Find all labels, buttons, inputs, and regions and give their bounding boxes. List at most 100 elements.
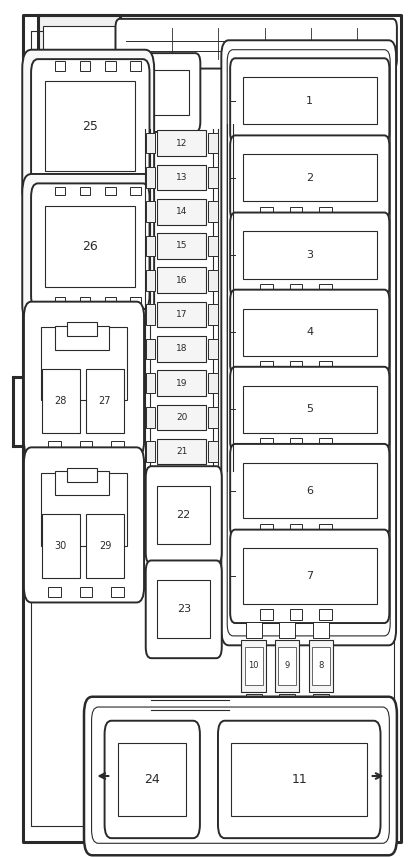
Bar [309, 640, 333, 692]
Bar [208, 339, 218, 359]
Bar [130, 61, 141, 71]
Bar [146, 201, 155, 222]
Bar [146, 133, 155, 153]
FancyBboxPatch shape [230, 213, 389, 297]
Bar [130, 187, 141, 195]
Text: 12: 12 [176, 139, 187, 147]
Bar [260, 207, 273, 217]
Text: 14: 14 [176, 207, 187, 216]
Bar [146, 407, 155, 428]
Bar [158, 233, 206, 259]
Bar [146, 236, 155, 256]
Bar [146, 373, 155, 393]
Bar [208, 407, 218, 428]
Bar [208, 441, 218, 462]
Bar [290, 284, 302, 294]
Bar [105, 187, 116, 195]
Bar [319, 438, 332, 448]
Bar [86, 369, 124, 433]
FancyBboxPatch shape [218, 721, 381, 838]
Text: 9: 9 [285, 662, 290, 670]
FancyBboxPatch shape [146, 560, 222, 658]
Bar [208, 270, 218, 291]
Bar [243, 154, 377, 201]
Text: 29: 29 [99, 542, 111, 551]
Bar [245, 647, 262, 685]
Bar [260, 438, 273, 448]
Bar [146, 304, 155, 325]
Bar [158, 199, 206, 225]
Bar [55, 61, 65, 71]
Text: 23: 23 [177, 604, 191, 614]
FancyBboxPatch shape [22, 50, 154, 207]
Bar [48, 441, 61, 452]
Text: 24: 24 [144, 773, 160, 786]
FancyBboxPatch shape [24, 302, 144, 457]
FancyBboxPatch shape [116, 19, 397, 69]
Bar [260, 609, 273, 620]
Text: 26: 26 [82, 240, 98, 253]
Bar [290, 361, 302, 371]
Bar [128, 70, 189, 115]
Bar [313, 694, 329, 710]
Bar [290, 207, 302, 217]
Bar [208, 167, 218, 188]
Bar [319, 207, 332, 217]
Text: 18: 18 [176, 345, 187, 353]
Bar [41, 327, 127, 400]
FancyBboxPatch shape [84, 697, 397, 855]
Bar [246, 622, 262, 638]
Bar [260, 284, 273, 294]
Text: 13: 13 [176, 173, 187, 182]
Bar [319, 524, 332, 534]
Bar [42, 514, 80, 578]
Bar [55, 187, 65, 195]
Text: 4: 4 [306, 327, 313, 337]
Bar [80, 587, 92, 597]
Bar [158, 370, 206, 396]
Bar [86, 514, 124, 578]
Bar [158, 439, 206, 464]
Bar [111, 441, 124, 452]
Text: 3: 3 [306, 250, 313, 260]
Bar [260, 524, 273, 534]
Text: 20: 20 [176, 413, 187, 422]
Text: 11: 11 [291, 773, 307, 786]
Bar [208, 304, 218, 325]
Bar [158, 302, 206, 327]
Bar [208, 201, 218, 222]
Text: 10: 10 [248, 662, 259, 670]
FancyBboxPatch shape [230, 530, 389, 623]
Text: 27: 27 [99, 396, 111, 405]
FancyBboxPatch shape [24, 447, 144, 602]
Bar [43, 26, 115, 97]
Bar [319, 361, 332, 371]
Bar [243, 231, 377, 279]
Bar [55, 471, 109, 495]
Bar [38, 15, 120, 107]
FancyBboxPatch shape [31, 183, 150, 309]
Bar [80, 61, 90, 71]
Bar [118, 743, 186, 816]
FancyBboxPatch shape [146, 466, 222, 564]
Bar [158, 336, 206, 362]
Bar [319, 609, 332, 620]
Bar [158, 130, 206, 156]
Bar [42, 369, 80, 433]
Bar [41, 473, 127, 546]
Bar [275, 640, 299, 692]
FancyBboxPatch shape [221, 40, 396, 645]
Bar [290, 524, 302, 534]
Bar [243, 309, 377, 356]
Text: 8: 8 [318, 662, 323, 670]
Bar [48, 587, 61, 597]
Bar [243, 77, 377, 124]
Bar [290, 609, 302, 620]
Bar [290, 438, 302, 448]
Bar [312, 647, 330, 685]
Bar [105, 61, 116, 71]
FancyBboxPatch shape [227, 50, 390, 636]
Bar [278, 647, 296, 685]
Bar [279, 694, 295, 710]
Bar [157, 580, 210, 638]
